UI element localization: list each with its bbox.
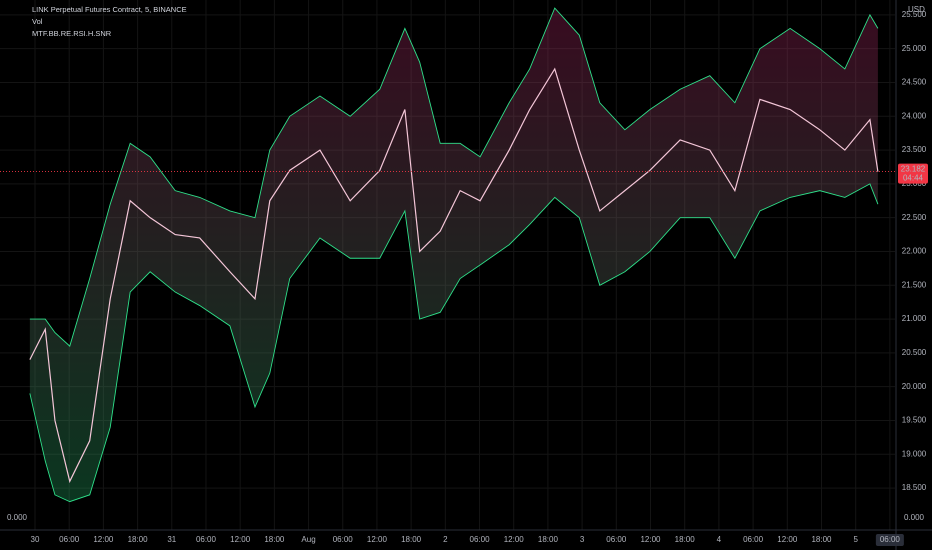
x-tick-label: 06:00 bbox=[743, 535, 764, 544]
price-line bbox=[29, 67, 879, 484]
x-tick-label: 12:00 bbox=[367, 535, 388, 544]
x-tick-label: 4 bbox=[717, 535, 722, 544]
x-tick-label: 12:00 bbox=[504, 535, 525, 544]
x-tick-label: 18:00 bbox=[811, 535, 832, 544]
y-tick-label: 24.500 bbox=[902, 78, 927, 87]
y-tick-label: 20.000 bbox=[902, 382, 927, 391]
plot bbox=[0, 7, 895, 503]
x-tick-label: 06:00 bbox=[333, 535, 354, 544]
y-tick-label: 20.500 bbox=[902, 348, 927, 357]
y-axis-unit: USD bbox=[908, 5, 925, 14]
x-tick-label: 31 bbox=[167, 535, 176, 544]
band-line bbox=[29, 7, 879, 347]
x-tick-label: 12:00 bbox=[777, 535, 798, 544]
last-price-label: 23.182 bbox=[901, 165, 926, 174]
x-tick-label: 18:00 bbox=[675, 535, 696, 544]
countdown-label: 04:44 bbox=[903, 174, 924, 183]
band-fill bbox=[29, 8, 878, 502]
x-tick-label: 06:00 bbox=[59, 535, 80, 544]
x-tick-label: 18:00 bbox=[538, 535, 559, 544]
x-tick-label: 12:00 bbox=[640, 535, 661, 544]
y-tick-label: 22.500 bbox=[902, 213, 927, 222]
last-price-box bbox=[898, 163, 928, 184]
y-tick-label: 25.000 bbox=[902, 44, 927, 53]
x-tick-label: 2 bbox=[443, 535, 448, 544]
x-tick-label: 30 bbox=[31, 535, 40, 544]
indicator-label: Vol bbox=[32, 17, 43, 26]
y-tick-label: 19.000 bbox=[902, 449, 927, 458]
band-line bbox=[29, 183, 879, 503]
indicator-label: MTF.BB.RE.RSI.H.SNR bbox=[32, 29, 112, 38]
volume-axis-label: 0.000 bbox=[7, 513, 28, 522]
x-tick-label: 3 bbox=[580, 535, 585, 544]
y-tick-label: 24.000 bbox=[902, 111, 927, 120]
y-tick-label: 18.500 bbox=[902, 483, 927, 492]
y-tick-label: 21.000 bbox=[902, 314, 927, 323]
x-tick-label: 5 bbox=[853, 535, 858, 544]
y-tick-label: 23.500 bbox=[902, 145, 927, 154]
chart-title: LINK Perpetual Futures Contract, 5, BINA… bbox=[32, 5, 187, 14]
y-tick-label: 25.500 bbox=[902, 10, 927, 19]
x-tick-label: 12:00 bbox=[230, 535, 251, 544]
y-tick-label: 19.500 bbox=[902, 416, 927, 425]
x-tick-label: 06:00 bbox=[470, 535, 491, 544]
y-tick-label: 22.000 bbox=[902, 247, 927, 256]
x-tick-label: 18:00 bbox=[128, 535, 149, 544]
x-tick-label: Aug bbox=[301, 535, 315, 544]
axis-labels: 18.50019.00019.50020.00020.50021.00021.5… bbox=[31, 10, 928, 546]
x-tick-label: 06:00 bbox=[606, 535, 627, 544]
y-tick-label: 21.500 bbox=[902, 280, 927, 289]
volume-axis-label: 0.000 bbox=[904, 513, 925, 522]
x-tick-label: 06:00 bbox=[880, 535, 901, 544]
x-tick-label: 12:00 bbox=[93, 535, 114, 544]
x-tick-label: 18:00 bbox=[401, 535, 422, 544]
x-tick-label: 06:00 bbox=[196, 535, 217, 544]
current-time-box bbox=[875, 534, 904, 546]
x-tick-label: 18:00 bbox=[264, 535, 285, 544]
